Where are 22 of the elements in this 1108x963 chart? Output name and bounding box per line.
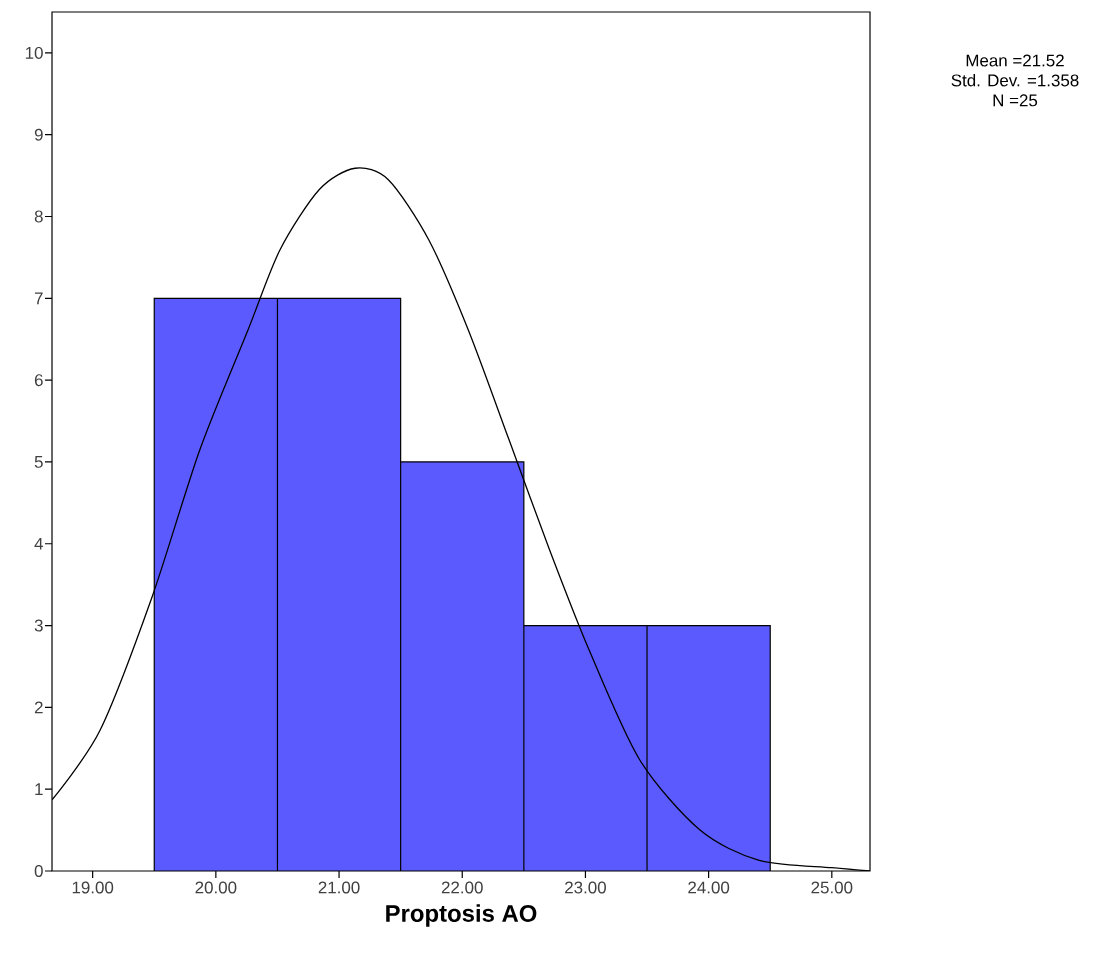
- text: Std. Dev. =1.358: [951, 73, 1079, 87]
- x-axis-title: Proptosis AO: [386, 904, 537, 927]
- y-tick-label: 1: [35, 783, 43, 795]
- x-tick-label: 25.00: [811, 881, 853, 894]
- x-tick-label: 20.00: [195, 881, 237, 894]
- y-tick-label: 8: [34, 210, 43, 223]
- y-tick-label: 0: [34, 864, 43, 877]
- y-tick-label: 2: [34, 701, 43, 714]
- y-tick-label: 4: [34, 537, 43, 550]
- y-tick-label: 5: [34, 456, 43, 468]
- y-tick-label: 10: [25, 46, 43, 59]
- x-tick-label: 19.00: [72, 881, 114, 894]
- y-tick-label: 3: [34, 619, 43, 632]
- x-tick-label: 22.00: [441, 881, 483, 894]
- x-tick-label: 23.00: [565, 881, 606, 894]
- y-tick-label: 9: [34, 128, 43, 141]
- text: Mean =21.52: [966, 54, 1064, 67]
- x-tick-label: 24.00: [688, 881, 730, 894]
- text: N =25: [993, 94, 1038, 107]
- y-tick-label: 7: [34, 292, 43, 305]
- x-tick-label: 21.00: [318, 881, 360, 894]
- y-tick-label: 6: [34, 374, 43, 387]
